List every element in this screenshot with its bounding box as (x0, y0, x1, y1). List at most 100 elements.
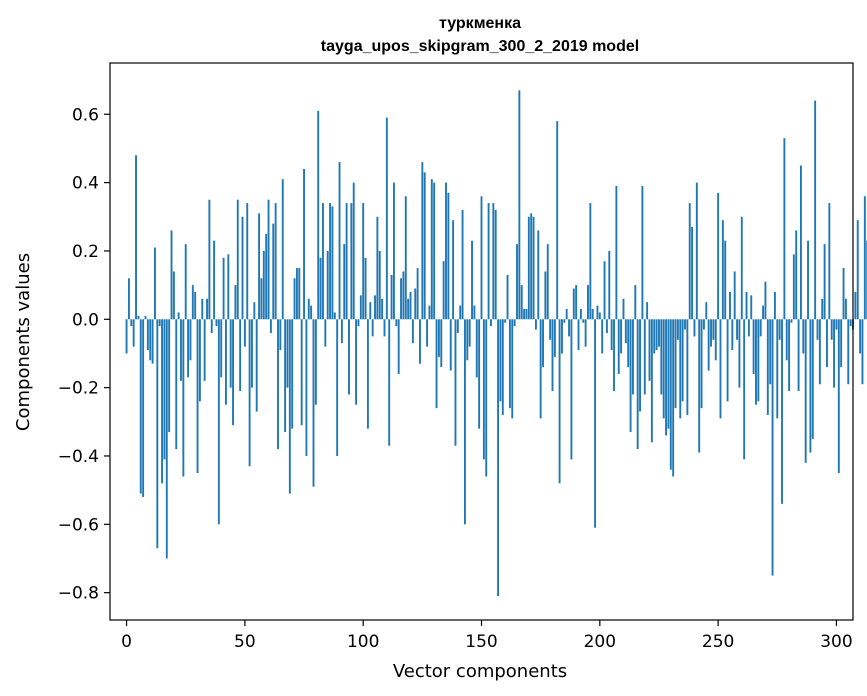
bar-28 (191, 285, 194, 320)
bar-300 (835, 319, 838, 330)
bar-75 (303, 168, 305, 320)
bar-302 (840, 319, 843, 368)
bar-189 (572, 288, 575, 320)
bar-10 (149, 319, 152, 361)
bar-85 (326, 250, 329, 320)
bar-26 (187, 319, 190, 378)
bar-288 (807, 240, 809, 320)
bar-242 (698, 319, 701, 453)
bar-17 (165, 319, 168, 559)
x-tick-label: 250 (702, 632, 734, 652)
bars-group (125, 90, 867, 597)
bar-264 (750, 295, 753, 320)
bar-259 (738, 319, 741, 388)
bar-282 (792, 254, 795, 320)
bar-127 (426, 319, 429, 347)
bar-244 (702, 319, 705, 330)
bar-102 (366, 319, 369, 429)
bar-168 (523, 309, 526, 320)
bar-148 (475, 319, 478, 378)
bar-232 (674, 319, 677, 409)
bar-151 (482, 319, 485, 460)
bar-154 (490, 319, 492, 327)
bar-265 (752, 319, 755, 374)
bar-50 (243, 319, 246, 347)
bar-149 (478, 319, 481, 429)
bar-141 (459, 305, 462, 320)
bar-172 (532, 216, 535, 320)
y-tick-label: 0.6 (72, 105, 99, 125)
y-tick-label: 0.2 (72, 242, 99, 262)
bar-83 (322, 203, 324, 320)
bar-219 (643, 319, 646, 395)
bar-143 (463, 319, 466, 525)
bar-207 (615, 186, 618, 320)
bar-152 (485, 319, 488, 477)
bar-51 (246, 203, 249, 320)
x-tick-label: 300 (820, 632, 852, 652)
bar-62 (272, 223, 275, 320)
bar-163 (511, 319, 514, 419)
y-tick-label: −0.6 (58, 515, 99, 535)
bar-224 (655, 319, 658, 351)
bar-190 (575, 285, 578, 320)
bar-118 (404, 196, 407, 320)
bar-155 (492, 203, 495, 320)
bar-34 (206, 298, 208, 320)
bar-248 (712, 319, 715, 340)
bar-216 (636, 319, 639, 450)
x-tick-label: 100 (347, 632, 379, 652)
bar-137 (449, 319, 452, 371)
x-axis-label: Vector components (393, 661, 567, 682)
bar-105 (374, 295, 376, 320)
bar-220 (646, 302, 649, 320)
bar-261 (743, 319, 746, 460)
bar-5 (137, 315, 140, 320)
bar-79 (312, 319, 315, 487)
bar-271 (766, 319, 769, 415)
bar-162 (508, 319, 511, 409)
bar-179 (549, 319, 552, 340)
x-tick-label: 0 (121, 632, 132, 652)
bar-306 (849, 319, 852, 327)
bar-11 (151, 319, 154, 364)
bar-3 (132, 319, 135, 347)
bar-262 (745, 291, 748, 320)
bar-299 (833, 319, 836, 388)
bar-57 (260, 278, 263, 320)
bar-58 (262, 250, 265, 320)
bar-182 (556, 121, 559, 320)
bar-47 (236, 199, 239, 320)
bar-212 (627, 319, 630, 368)
bar-66 (281, 179, 284, 320)
bar-1 (127, 278, 130, 320)
bar-120 (409, 291, 412, 320)
bar-160 (504, 319, 507, 323)
bar-294 (821, 298, 824, 320)
bar-287 (804, 319, 807, 463)
bar-273 (771, 319, 774, 576)
bar-13 (156, 319, 159, 549)
bar-89 (336, 319, 339, 456)
bar-285 (800, 165, 802, 320)
bar-7 (142, 319, 145, 497)
bar-258 (736, 319, 738, 340)
bar-235 (681, 319, 684, 402)
y-tick-label: 0.4 (72, 174, 99, 194)
bar-109 (383, 319, 386, 337)
bar-274 (773, 291, 776, 320)
bar-140 (456, 319, 459, 333)
bar-174 (537, 230, 540, 320)
bar-309 (856, 220, 859, 320)
bar-104 (371, 319, 374, 337)
bar-249 (714, 319, 717, 361)
bar-225 (658, 319, 660, 347)
bar-201 (601, 319, 604, 354)
bar-71 (293, 278, 296, 320)
bar-203 (605, 319, 608, 333)
bar-158 (499, 319, 502, 402)
bar-110 (385, 117, 388, 320)
bar-278 (783, 138, 786, 320)
bar-275 (776, 319, 779, 419)
bar-167 (520, 285, 523, 320)
